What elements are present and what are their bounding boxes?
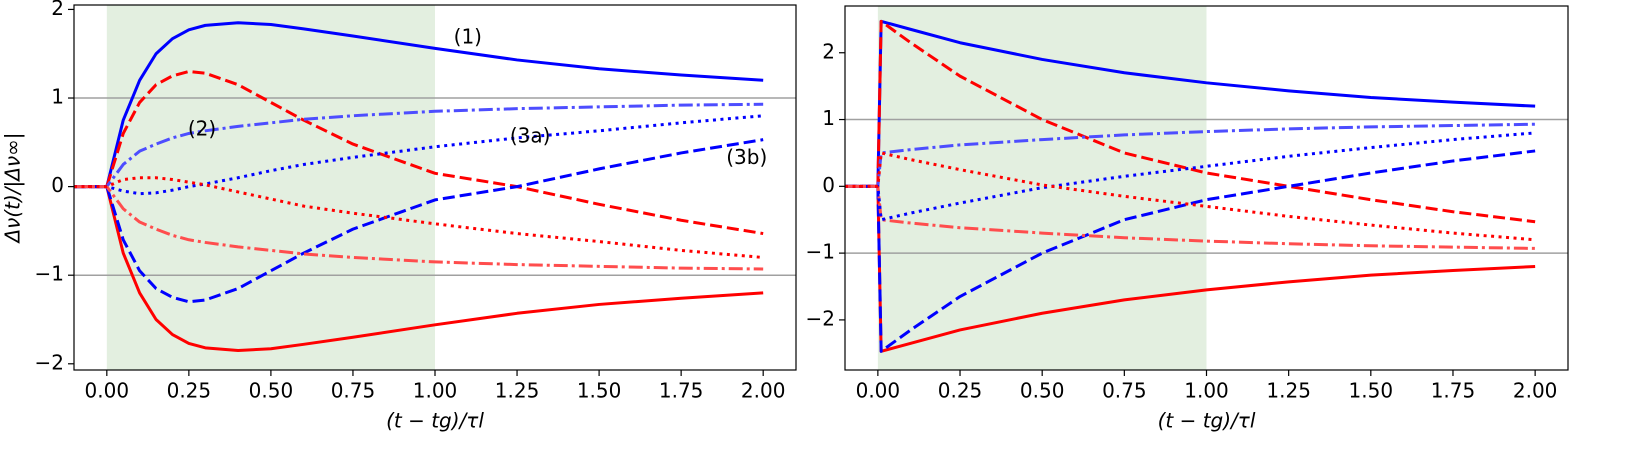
data-line xyxy=(845,131,1536,222)
annotation: (3b) xyxy=(726,145,767,169)
x-tick-label: 0.75 xyxy=(331,379,376,403)
y-tick-label: −1 xyxy=(806,240,835,264)
y-tick-label: 2 xyxy=(822,39,835,63)
x-tick-label: 1.25 xyxy=(1266,379,1311,403)
y-tick-label: 0 xyxy=(51,173,64,197)
x-axis-label: (t − tg)/τl xyxy=(386,409,484,433)
x-tick-label: 1.00 xyxy=(413,379,458,403)
x-axis-label: (t − tg)/τl xyxy=(1158,409,1256,433)
annotation: (2) xyxy=(188,116,216,140)
data-line xyxy=(74,138,764,304)
x-tick-label: 0.00 xyxy=(856,379,901,403)
x-tick-label: 0.75 xyxy=(1102,379,1147,403)
y-tick-label: 0 xyxy=(822,173,835,197)
x-tick-label: 1.75 xyxy=(1431,379,1476,403)
y-tick-label: −2 xyxy=(806,306,835,330)
x-tick-label: 1.50 xyxy=(577,379,622,403)
x-tick-label: 0.50 xyxy=(249,379,294,403)
y-tick-label: −1 xyxy=(35,262,64,286)
y-tick-label: −2 xyxy=(35,350,64,374)
plot-area xyxy=(845,6,1568,370)
x-tick-label: 1.50 xyxy=(1349,379,1394,403)
data-line xyxy=(74,69,764,236)
x-tick-label: 0.00 xyxy=(85,379,130,403)
x-tick-label: 2.00 xyxy=(1513,379,1558,403)
data-line xyxy=(74,185,764,353)
x-tick-label: 1.00 xyxy=(1184,379,1229,403)
shaded-span xyxy=(877,6,1207,370)
data-line xyxy=(74,21,764,189)
y-tick-label: 1 xyxy=(822,106,835,130)
annotation: (3a) xyxy=(510,124,551,148)
annotation: (1) xyxy=(454,24,482,48)
y-tick-label: 1 xyxy=(51,85,64,109)
data-line xyxy=(74,114,764,196)
y-axis-label: Δν(t)/|Δν∞| xyxy=(1,132,25,244)
data-line xyxy=(74,176,764,259)
data-line xyxy=(74,185,764,271)
plot-area xyxy=(74,5,796,370)
x-tick-label: 1.25 xyxy=(495,379,540,403)
x-tick-label: 0.25 xyxy=(938,379,983,403)
x-tick-label: 0.50 xyxy=(1020,379,1065,403)
shaded-span xyxy=(106,5,436,370)
data-line xyxy=(845,151,1536,242)
y-tick-label: 2 xyxy=(51,0,64,20)
x-tick-label: 0.25 xyxy=(167,379,212,403)
x-tick-label: 1.75 xyxy=(659,379,704,403)
data-line xyxy=(74,102,764,189)
x-tick-label: 2.00 xyxy=(741,379,786,403)
